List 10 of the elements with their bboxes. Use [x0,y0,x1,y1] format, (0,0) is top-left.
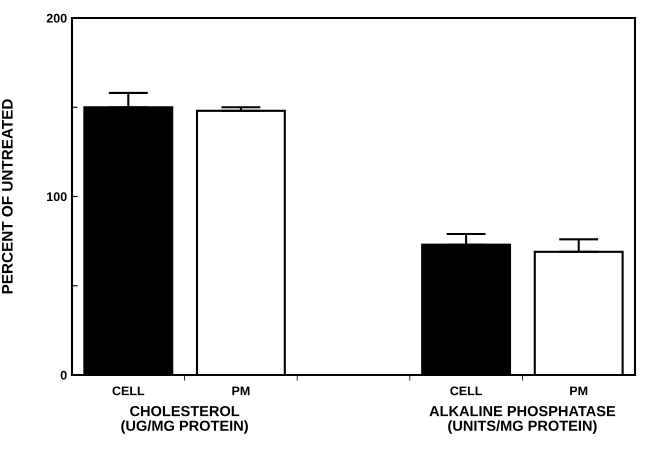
x-tick-label: PM [232,386,250,396]
y-axis-title: PERCENT OF UNTREATED [2,99,13,294]
y-tick-label: 200 [46,14,67,23]
x-tick-label: CELL [450,386,482,396]
y-tick-label: 100 [47,192,67,202]
x-tick-label: CELL [112,386,144,396]
x-tick-label: PM [570,386,588,396]
text: CHOLESTEROL (UG/MG PROTEIN) [121,406,248,434]
y-tick-label: 0 [60,370,67,380]
text: ALKALINE PHOSPHATASE (UNITS/MG PROTEIN) [429,406,616,434]
